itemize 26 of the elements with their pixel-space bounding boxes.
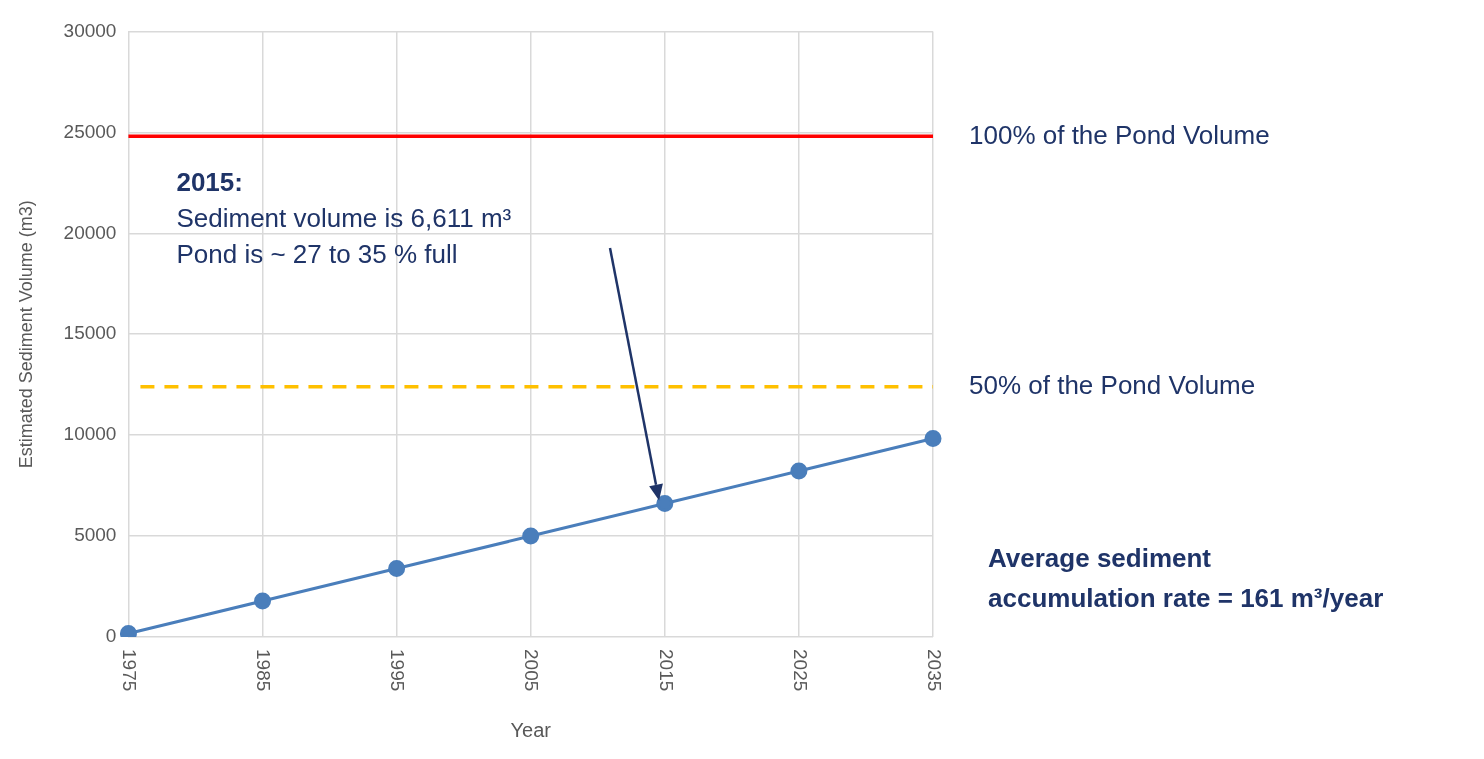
text: Average sediment accumulation rate = 161 m³/year bbox=[988, 543, 1384, 614]
ref-line-label: 50% of the Pond Volume bbox=[969, 369, 1256, 400]
y-axis-title: Estimated Sediment Volume (m3) bbox=[15, 200, 36, 469]
y-tick-label: 20000 bbox=[63, 221, 117, 243]
x-tick-label: 1985 bbox=[253, 649, 275, 692]
x-tick-label: 2015 bbox=[655, 649, 677, 692]
point bbox=[522, 527, 540, 545]
y-tick-label: 0 bbox=[105, 625, 117, 647]
point bbox=[656, 495, 674, 513]
x-tick-label: 1995 bbox=[387, 649, 409, 692]
point bbox=[388, 560, 406, 578]
y-tick-label: 25000 bbox=[63, 120, 117, 142]
x-tick-label: 1975 bbox=[119, 649, 141, 692]
x-tick-label: 2035 bbox=[923, 649, 945, 692]
y-tick-label: 30000 bbox=[63, 19, 117, 41]
point bbox=[790, 462, 808, 480]
point bbox=[924, 430, 942, 448]
point bbox=[254, 592, 272, 610]
annotation: 2015: Sediment volume is 6,611 m³ Pond is ~ 27 to 35 % full bbox=[176, 166, 512, 269]
x-tick-label: 2005 bbox=[521, 649, 543, 692]
y-tick-label: 5000 bbox=[74, 524, 117, 546]
y-tick-label: 10000 bbox=[63, 423, 117, 445]
ref-line-label: 100% of the Pond Volume bbox=[969, 119, 1270, 150]
x-axis-title: Year bbox=[510, 718, 552, 741]
y-tick-label: 15000 bbox=[63, 322, 117, 344]
x-tick-label: 2025 bbox=[789, 649, 811, 692]
